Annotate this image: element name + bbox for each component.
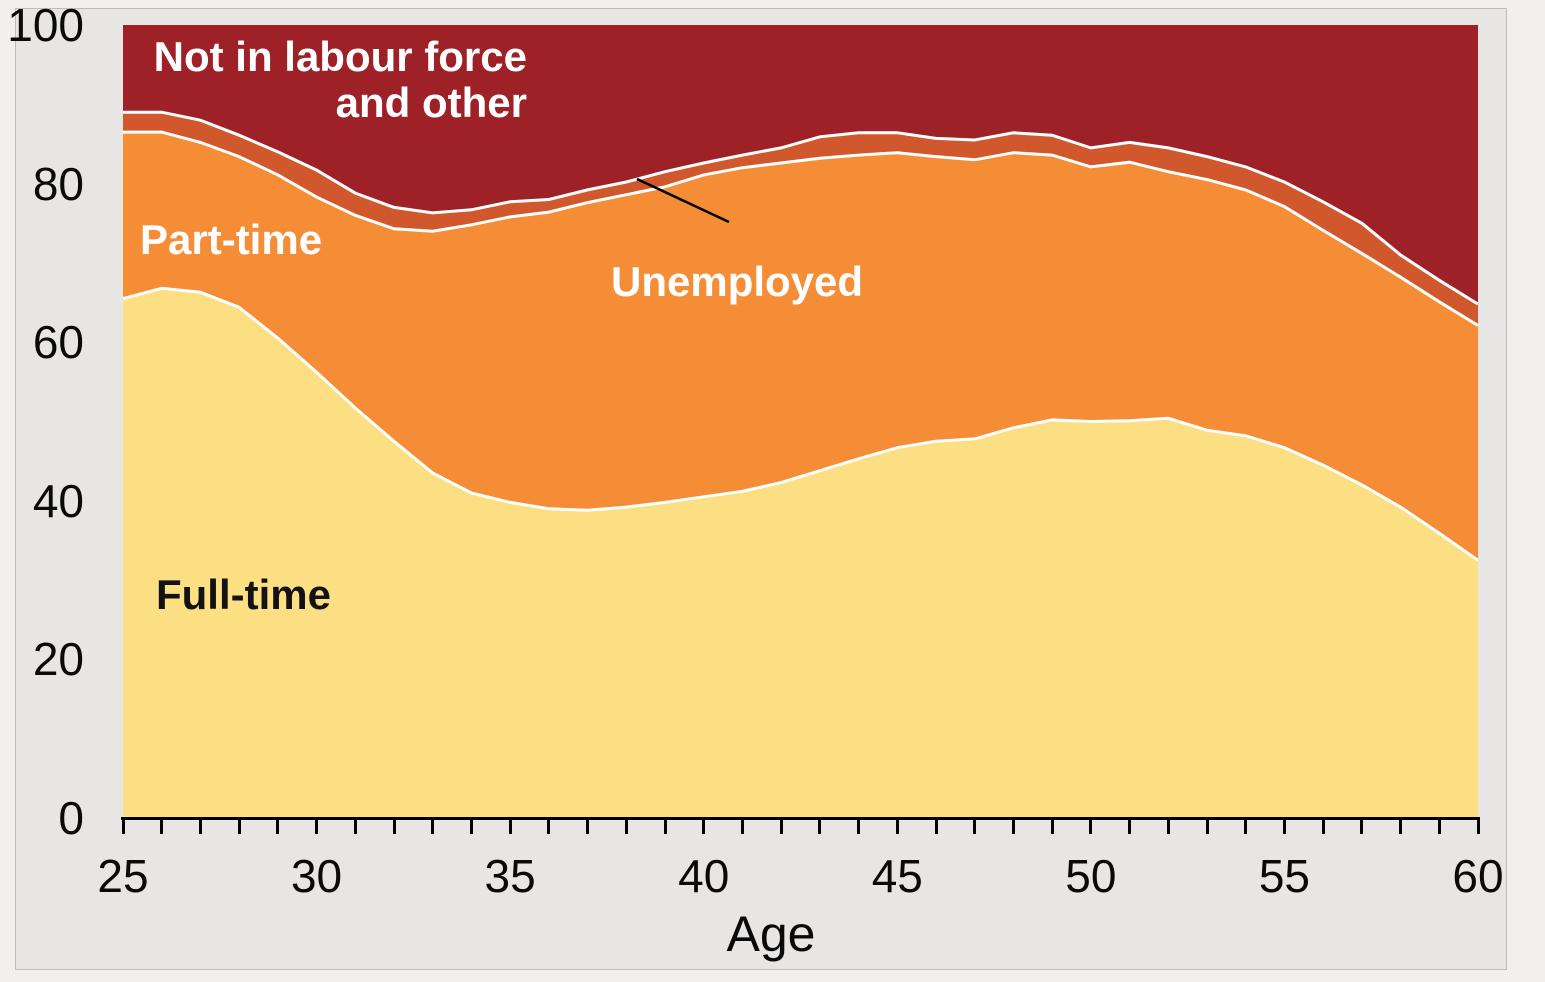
x-tick: [1128, 820, 1132, 834]
y-tick-label-0: 0: [58, 792, 84, 844]
x-tick: [895, 820, 899, 834]
x-tick: [1089, 820, 1093, 834]
x-tick: [1476, 820, 1480, 834]
x-tick-label-40: 40: [678, 850, 730, 902]
x-tick: [702, 820, 706, 834]
y-tick-label-20: 20: [32, 633, 84, 686]
x-axis-line: [121, 817, 1480, 820]
y-tick-label-100: 100: [7, 0, 84, 51]
x-tick: [1166, 820, 1170, 834]
x-tick-label-45: 45: [871, 850, 923, 902]
boundary-full-time: [123, 286, 1478, 562]
unemployed-area-label: Unemployed: [611, 258, 864, 305]
x-tick: [1244, 820, 1248, 834]
x-tick: [934, 820, 938, 834]
x-tick: [740, 820, 744, 834]
x-tick-label-35: 35: [484, 850, 536, 902]
area-unemployed: [123, 112, 1478, 326]
x-tick: [198, 820, 202, 834]
x-tick: [857, 820, 861, 834]
x-tick: [779, 820, 783, 834]
y-axis-labels: 0 20 40 60 80 100: [0, 0, 84, 982]
x-tick-label-60: 60: [1452, 850, 1504, 902]
x-tick-label-55: 55: [1258, 850, 1311, 902]
x-tick: [818, 820, 822, 834]
part-time-area-label: Part-time: [140, 216, 323, 263]
nilf-area-label-line2: and other: [335, 79, 527, 126]
x-tick: [586, 820, 590, 834]
x-tick: [547, 820, 551, 834]
x-tick: [315, 820, 319, 834]
x-tick: [1360, 820, 1364, 834]
x-tick: [1437, 820, 1441, 834]
y-tick-label-80: 80: [32, 157, 84, 210]
x-tick: [431, 820, 435, 834]
y-tick-label-40: 40: [32, 474, 84, 527]
x-tick: [237, 820, 241, 834]
x-tick: [469, 820, 473, 834]
stacked-area-chart: [123, 25, 1478, 818]
x-tick: [392, 820, 396, 834]
nilf-area-label-line1: Not in labour force: [153, 33, 527, 80]
x-tick: [508, 820, 512, 834]
x-tick-label-50: 50: [1065, 850, 1117, 902]
area-part-time: [123, 132, 1478, 561]
y-tick-label-60: 60: [32, 316, 84, 369]
x-tick: [1205, 820, 1209, 834]
x-tick: [973, 820, 977, 834]
area-not-in-labour-force-and-other: [123, 25, 1478, 305]
x-tick: [1399, 820, 1403, 834]
x-tick: [1011, 820, 1015, 834]
boundary-part-time: [123, 130, 1478, 327]
nilf-area-label: Not in labour force and other: [143, 34, 527, 126]
x-tick: [1321, 820, 1325, 834]
x-tick: [624, 820, 628, 834]
x-tick: [353, 820, 357, 834]
x-tick: [160, 820, 164, 834]
x-tick: [1282, 820, 1286, 834]
x-tick-label-30: 30: [290, 850, 343, 902]
x-tick: [663, 820, 667, 834]
x-tick-label-25: 25: [97, 850, 149, 902]
x-axis-title: Age: [726, 906, 816, 962]
x-tick: [121, 820, 125, 834]
x-tick: [276, 820, 280, 834]
full-time-area-label: Full-time: [156, 571, 331, 618]
x-tick: [1050, 820, 1054, 834]
boundary-unemployed: [123, 110, 1478, 306]
